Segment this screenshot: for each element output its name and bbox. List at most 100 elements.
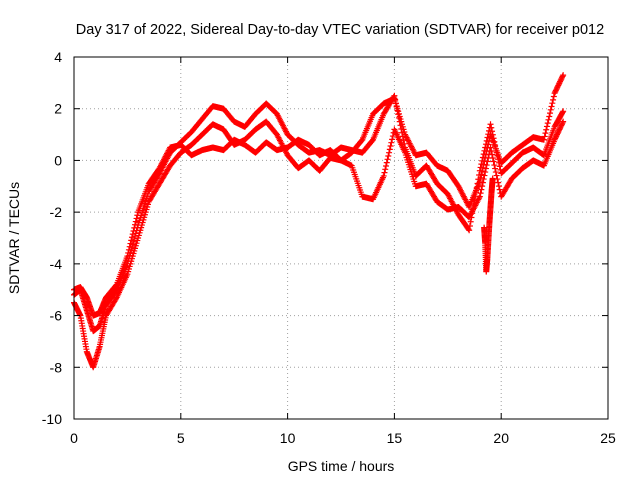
data-point [386, 146, 393, 153]
data-point [385, 152, 392, 159]
series-2 [71, 118, 567, 371]
data-point [467, 218, 474, 225]
data-point [466, 222, 473, 229]
data-point [380, 172, 387, 179]
data-point [479, 164, 486, 171]
x-tick-label: 15 [387, 430, 403, 446]
data-point [496, 163, 503, 170]
data-point [387, 143, 394, 150]
data-point [559, 73, 566, 80]
y-tick-label: 4 [54, 49, 62, 65]
data-point [477, 190, 484, 197]
y-tick-label: 0 [54, 152, 62, 168]
data-point [483, 148, 490, 155]
data-point [124, 253, 131, 260]
data-point [476, 193, 483, 200]
data-point [384, 156, 391, 163]
data-point [492, 165, 499, 172]
data-point [496, 186, 503, 193]
data-point [488, 124, 495, 131]
series-3 [71, 72, 567, 319]
data-point [389, 136, 396, 143]
data-point [545, 116, 552, 123]
series-4 [481, 175, 496, 275]
data-point [134, 212, 141, 219]
data-point [478, 171, 485, 178]
data-point [482, 165, 489, 172]
x-tick-label: 0 [70, 430, 78, 446]
data-point [543, 123, 550, 130]
data-point [482, 151, 489, 158]
data-point [547, 110, 554, 117]
chart-title: Day 317 of 2022, Sidereal Day-to-day VTE… [76, 22, 604, 38]
data-point [559, 109, 566, 116]
data-point [130, 227, 137, 234]
data-point [478, 186, 485, 193]
data-point [548, 103, 555, 110]
y-tick-label: -2 [50, 204, 63, 220]
data-point [381, 169, 388, 176]
data-point [559, 119, 566, 126]
data-point [465, 226, 472, 233]
data-point [484, 144, 491, 151]
y-tick-label: -10 [42, 411, 62, 427]
data-point [495, 183, 502, 190]
data-point [560, 108, 567, 115]
data-point [128, 234, 135, 241]
data-point [482, 169, 489, 176]
data-point [388, 139, 395, 146]
data-point [560, 72, 567, 79]
data-point [480, 161, 487, 168]
data-point [541, 133, 548, 140]
data-point [550, 96, 557, 103]
x-tick-label: 20 [493, 430, 509, 446]
data-point [544, 120, 551, 127]
data-point [489, 151, 496, 158]
data-point [495, 179, 502, 186]
data-point [131, 224, 138, 231]
data-point [125, 249, 132, 256]
data-point [481, 158, 488, 165]
data-point [550, 93, 557, 100]
data-point [487, 121, 494, 128]
y-tick-label: -6 [50, 308, 63, 324]
data-point [489, 175, 496, 182]
data-point [547, 106, 554, 113]
y-tick-label: 2 [54, 101, 62, 117]
x-tick-label: 10 [280, 430, 296, 446]
data-point [383, 159, 390, 166]
data-point [540, 136, 547, 143]
data-point [482, 154, 489, 161]
x-tick-label: 25 [600, 430, 616, 446]
data-point [128, 237, 135, 244]
data-point [125, 246, 132, 253]
data-point [477, 174, 484, 181]
data-point [479, 168, 486, 175]
data-point [491, 162, 498, 169]
data-point [546, 113, 553, 120]
data-point [542, 130, 549, 137]
data-point [133, 215, 140, 222]
data-point [492, 169, 499, 176]
data-point [493, 172, 500, 179]
data-point [132, 218, 139, 225]
y-tick-label: -4 [50, 256, 63, 272]
y-axis-label: SDTVAR / TECUs [6, 182, 22, 294]
data-point [489, 155, 496, 162]
data-point [543, 126, 550, 133]
axes: 0 5 10 15 20 25 -10 -8 -6 -4 -2 0 2 4 [42, 49, 616, 446]
data-point [481, 172, 488, 179]
x-tick-label: 5 [177, 430, 185, 446]
data-point [126, 243, 133, 250]
x-axis-label: GPS time / hours [288, 458, 395, 474]
data-point [560, 118, 567, 125]
data-point [485, 141, 492, 148]
plot-frame [73, 56, 609, 420]
data-point [489, 128, 496, 135]
data-layer [71, 72, 567, 371]
data-point [480, 176, 487, 183]
data-point [476, 178, 483, 185]
data-point [129, 231, 136, 238]
